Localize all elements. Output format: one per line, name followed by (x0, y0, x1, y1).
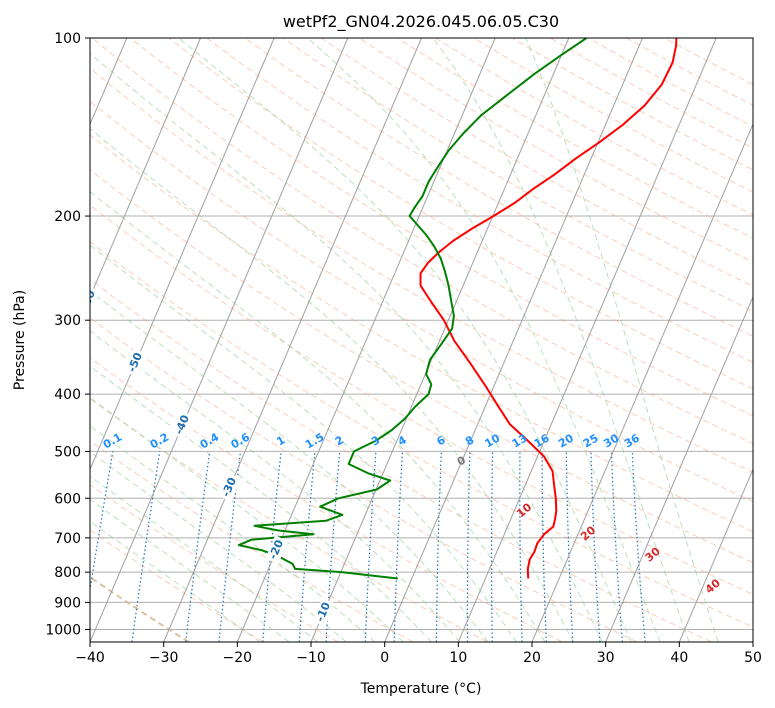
y-axis-title: Pressure (hPa) (12, 290, 28, 390)
moist-adiabat-line (525, 38, 719, 642)
moist-adiabat-line (90, 330, 461, 642)
moist-adiabat-line (90, 365, 432, 642)
x-tick-label: −40 (75, 650, 105, 666)
x-tick-label: 50 (744, 650, 762, 666)
x-tick-label: −30 (149, 650, 179, 666)
x-tick-label: 0 (380, 650, 389, 666)
isotherm-label-bg (90, 285, 100, 315)
isotherm-label-bg (171, 410, 194, 440)
y-tick-label: 100 (54, 31, 81, 47)
dry-adiabat-line (168, 38, 753, 390)
mixing-ratio-line (218, 451, 242, 642)
moist-adiabat-line (90, 396, 404, 642)
isotherm-line (384, 38, 643, 642)
moist-adiabat-line (90, 520, 261, 642)
chart-title: wetPf2_GN04.2026.045.06.05.C30 (283, 12, 559, 32)
dry-adiabat-line (90, 204, 753, 595)
moist-adiabat-line (432, 38, 690, 642)
isotherm-line (605, 295, 753, 642)
y-tick-label: 700 (54, 531, 81, 547)
mixing-ratio-line (262, 451, 282, 642)
x-tick-label: −20 (223, 650, 253, 666)
moist-adiabat-line (307, 38, 661, 642)
isotherm-line (310, 38, 570, 642)
moist-adiabat-line (90, 244, 517, 642)
dry-adiabat-line (91, 38, 753, 445)
isotherm-line (90, 38, 275, 471)
dry-adiabat-line (130, 38, 753, 417)
x-tick-label: 10 (449, 650, 467, 666)
y-tick-label: 400 (54, 387, 81, 403)
y-tick-label: 900 (54, 595, 81, 611)
isotherms (90, 38, 753, 642)
isotherm-line (163, 38, 422, 642)
temperature-profile-line (419, 38, 678, 579)
plot-frame (89, 37, 754, 643)
x-tick-label: −10 (296, 650, 326, 666)
isotherm-label: -60 (78, 288, 98, 312)
grid-layer (90, 38, 753, 630)
y-tick-label: 1000 (45, 622, 81, 638)
x-tick-label: 40 (670, 650, 688, 666)
isotherm-line (457, 38, 717, 642)
moist-adiabat-line (90, 128, 575, 642)
isotherm-line (678, 468, 753, 642)
isotherm-label-bg (218, 473, 242, 502)
dry-adiabat-line (90, 357, 563, 642)
moist-adiabat-line (90, 498, 290, 642)
mixing-ratio-line (90, 451, 114, 594)
dry-adiabat-line (90, 100, 753, 503)
y-tick-label: 500 (54, 444, 81, 460)
isotherm-line (90, 38, 349, 642)
moist-adiabat-line (90, 475, 319, 642)
y-tick-label: 300 (54, 313, 81, 329)
mixing-ratio-line (185, 451, 211, 642)
isotherm-line (531, 122, 753, 642)
isotherm-label-bg (312, 597, 336, 627)
dewpoint-profile-line (237, 38, 588, 580)
x-axis-title: Temperature (°C) (360, 681, 482, 697)
moist-adiabat-line (90, 290, 489, 642)
dry-adiabat-line (90, 241, 753, 628)
isotherm-label-bg (265, 535, 289, 565)
y-tick-label: 800 (54, 565, 81, 581)
plot-area: -100-90-80-70-60-50-40-30-20-100.10.20.4… (78, 38, 753, 642)
dry-adiabat-line (90, 278, 712, 642)
y-tick-label: 600 (54, 491, 81, 507)
series-layer (237, 38, 678, 580)
y-tick-label: 200 (54, 209, 81, 225)
axis-layer: −40 −30 −20 −10 0 10 20 30 40 50 100 200 300 400 500 60… (45, 31, 762, 666)
dry-adiabat-line (244, 38, 753, 337)
isotherm-label-bg (124, 348, 147, 377)
moist-adiabat-line (178, 38, 632, 642)
x-tick-label: 20 (523, 650, 541, 666)
dry-adiabat-line (90, 484, 339, 642)
line-labels: -100-90-80-70-60-50-40-30-20-100.10.20.4… (78, 285, 723, 627)
dry-adiabat-line (90, 134, 753, 533)
dry-adiabat-line (282, 38, 753, 312)
x-tick-label: 30 (597, 650, 615, 666)
moist-adiabat-line (90, 52, 603, 642)
dry-adiabat-line (90, 529, 264, 642)
isotherm-line (90, 38, 201, 299)
